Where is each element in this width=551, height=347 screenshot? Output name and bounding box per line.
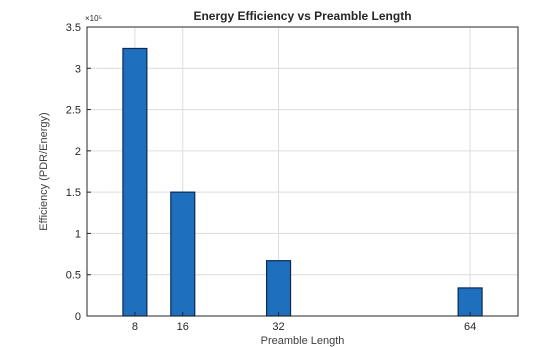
y-tick-label: 3 [75, 63, 81, 75]
y-tick-label: 1.5 [66, 187, 81, 199]
x-axis-label: Preamble Length [261, 335, 345, 347]
bars [122, 47, 483, 317]
y-tick-label: 0 [75, 311, 81, 323]
x-tick-label: 16 [177, 321, 189, 333]
chart-title: Energy Efficiency vs Preamble Length [193, 9, 411, 23]
bar-16 [170, 191, 196, 317]
bar-32 [265, 260, 292, 317]
x-tick-label: 32 [272, 321, 284, 333]
y-tick-label: 1 [75, 228, 81, 240]
y-axis-ticks: 0 0.5 1 1.5 2 2.5 3 3.5 [66, 22, 91, 323]
x-tick-label: 64 [464, 321, 476, 333]
y-axis-label: Efficiency (PDR/Energy) [38, 112, 50, 230]
grid [87, 27, 518, 316]
y-tick-label: 2.5 [66, 105, 81, 117]
y-axis-exponent: ×10⁵ [85, 14, 102, 23]
y-tick-label: 2 [75, 146, 81, 158]
bar-64 [457, 287, 483, 317]
y-tick-label: 0.5 [66, 270, 81, 282]
y-tick-label: 3.5 [66, 22, 81, 34]
x-tick-label: 8 [132, 321, 138, 333]
plot-frame [86, 26, 519, 317]
bar-8 [122, 47, 148, 317]
x-axis-ticks: 8 16 32 64 [132, 312, 476, 333]
